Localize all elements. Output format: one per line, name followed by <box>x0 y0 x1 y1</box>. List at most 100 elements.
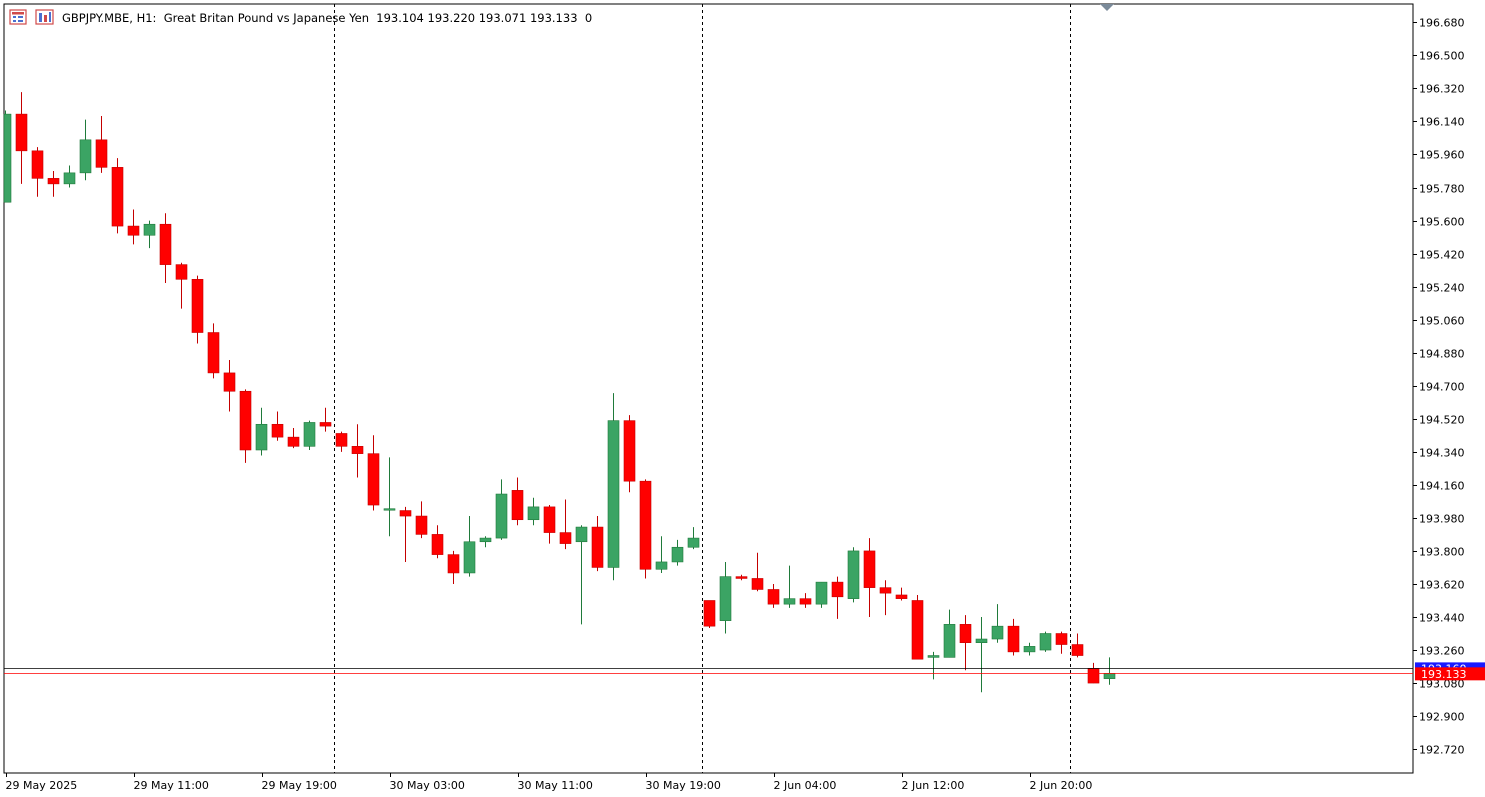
candle <box>111 158 124 234</box>
candle-body <box>527 506 540 521</box>
candle <box>671 539 684 566</box>
time-tick-label: 2 Jun 20:00 <box>1030 779 1093 792</box>
price-tick-label: 193.260 <box>1419 645 1465 658</box>
candle-body <box>495 493 508 539</box>
candle-body <box>639 480 652 570</box>
candle-body <box>847 550 860 599</box>
chart-shift-marker[interactable] <box>1100 4 1114 11</box>
bid-price-tag <box>1415 667 1485 681</box>
candle <box>815 581 828 608</box>
candle-body <box>15 113 28 152</box>
candle <box>575 525 588 625</box>
candle-body <box>559 532 572 544</box>
candle <box>367 435 380 511</box>
candle-body <box>943 624 956 658</box>
candle-body <box>1023 646 1036 653</box>
candle <box>799 593 812 608</box>
candle-body <box>607 420 620 568</box>
time-tick-label: 2 Jun 04:00 <box>774 779 837 792</box>
candle-body <box>543 506 556 533</box>
candles <box>3 92 1116 693</box>
candle-body <box>207 332 220 374</box>
candle <box>927 651 940 680</box>
candle <box>175 262 188 309</box>
day-separators <box>334 4 1071 773</box>
candle-body <box>303 422 316 447</box>
candle-body <box>911 600 924 660</box>
menu-icon[interactable] <box>9 9 27 25</box>
chart-plot-area[interactable] <box>3 3 1414 774</box>
candle-body <box>863 550 876 588</box>
candle <box>447 550 460 584</box>
price-tick-label: 193.620 <box>1419 579 1465 592</box>
candle <box>767 583 780 608</box>
candle-body <box>255 423 268 451</box>
candle <box>943 609 956 658</box>
candle-body <box>63 172 76 185</box>
candle <box>703 600 716 629</box>
candle <box>79 119 92 181</box>
price-tick-label: 195.060 <box>1419 315 1465 328</box>
candle-body <box>159 223 172 265</box>
candle-body <box>31 150 44 179</box>
price-tick-label: 195.240 <box>1419 282 1465 295</box>
candle-body <box>591 526 604 568</box>
price-tick-label: 195.600 <box>1419 216 1465 229</box>
candle <box>383 457 396 537</box>
time-axis[interactable]: 29 May 2025 29 May 11:00 29 May 19:00 30 Ma… <box>6 773 1093 792</box>
candle <box>3 110 12 203</box>
price-tick-label: 194.700 <box>1419 381 1465 394</box>
candle-body <box>831 581 844 598</box>
candle-body <box>575 526 588 543</box>
candle-body <box>431 534 444 555</box>
price-tick-label: 193.080 <box>1419 678 1465 691</box>
candle-body <box>287 436 300 447</box>
candle-body <box>351 446 364 454</box>
timeframe-label: H1 <box>137 11 153 25</box>
candle <box>1055 631 1068 654</box>
price-tick-label: 196.500 <box>1419 50 1465 63</box>
candle-body <box>143 223 156 236</box>
candle <box>607 393 620 581</box>
candle <box>463 516 476 577</box>
candle-body <box>799 598 812 605</box>
candle <box>639 479 652 579</box>
candle-body <box>175 264 188 280</box>
candle <box>127 209 140 245</box>
time-tick-label: 29 May 19:00 <box>262 779 337 792</box>
candle <box>511 477 524 526</box>
chart-type-icon[interactable] <box>35 9 54 25</box>
description-label: Great Britan Pound vs Japanese Yen <box>164 11 369 25</box>
price-axis[interactable]: 196.680 196.500 196.320 196.140 195.960 195.7… <box>1413 17 1465 757</box>
candle <box>783 565 796 608</box>
candle-body <box>415 515 428 535</box>
candle <box>495 479 508 540</box>
candle-body <box>239 390 252 451</box>
candle <box>143 220 156 249</box>
time-tick-label: 2 Jun 12:00 <box>902 779 965 792</box>
candle <box>959 615 972 671</box>
candle-body <box>1103 673 1116 679</box>
candle <box>655 536 668 573</box>
candle-body <box>383 508 396 511</box>
candle <box>47 171 60 197</box>
close-value: 193.133 <box>530 11 578 25</box>
header-bar: GBPJPY.MBE, H1: Great Britan Pound vs Ja… <box>9 9 592 25</box>
candle <box>911 594 924 660</box>
price-tick-label: 194.340 <box>1419 447 1465 460</box>
candle-body <box>767 589 780 605</box>
candle <box>223 360 236 412</box>
price-tick-label: 194.160 <box>1419 480 1465 493</box>
price-tick-label: 196.140 <box>1419 116 1465 129</box>
candle <box>287 427 300 449</box>
candle-body <box>271 423 284 438</box>
candle-body <box>815 581 828 605</box>
chart-header-text: GBPJPY.MBE, H1: Great Britan Pound vs Ja… <box>62 11 592 25</box>
candle-body <box>447 554 460 574</box>
volume-value: 0 <box>585 11 592 25</box>
candle-body <box>959 624 972 643</box>
candle-body <box>191 278 204 333</box>
open-value: 193.104 <box>376 11 424 25</box>
candle-body <box>367 453 380 506</box>
